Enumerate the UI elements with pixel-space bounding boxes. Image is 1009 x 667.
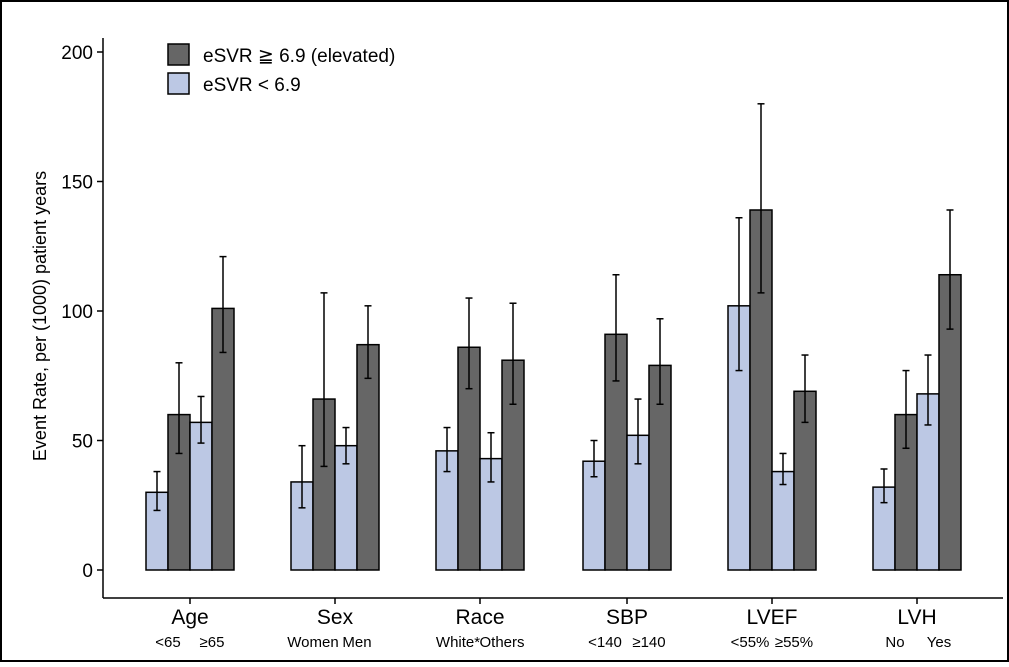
error-bar-esvr-elevated xyxy=(465,297,473,390)
error-bar-esvr-elevated xyxy=(801,354,809,424)
error-bar-esvr-elevated xyxy=(320,292,328,468)
legend-swatch xyxy=(167,72,190,95)
subgroup-label: ≥65 xyxy=(200,634,225,651)
error-bar-esvr-elevated xyxy=(757,103,765,294)
error-bar-esvr-elevated xyxy=(612,273,620,382)
error-bar-esvr-elevated xyxy=(364,305,372,380)
group-label: LVH xyxy=(897,606,936,629)
bar-esvr-low xyxy=(771,470,795,571)
y-axis-label: Event Rate, per (1000) patient years xyxy=(30,171,50,461)
error-bar-esvr-low xyxy=(779,452,787,486)
group-label: LVEF xyxy=(747,606,798,629)
bar-esvr-low xyxy=(189,421,213,571)
legend-item: eSVR < 6.9 xyxy=(167,72,301,96)
error-bar-esvr-low xyxy=(590,439,598,478)
error-bar-esvr-low xyxy=(634,398,642,465)
bar-esvr-low xyxy=(582,460,606,571)
subgroup-label: <55% xyxy=(731,634,770,651)
y-tick-label: 100 xyxy=(61,302,93,323)
y-tick-label: 200 xyxy=(61,43,93,64)
y-tick-label: 0 xyxy=(82,561,93,582)
subgroup-label: Men xyxy=(342,634,371,651)
subgroup-label: No xyxy=(885,634,904,651)
error-bar-esvr-elevated xyxy=(946,209,954,330)
y-tick-label: 50 xyxy=(72,432,93,453)
error-bar-esvr-low xyxy=(153,470,161,512)
subgroup-label: ≥140 xyxy=(632,634,665,651)
error-bar-esvr-elevated xyxy=(219,255,227,354)
group-label: Age xyxy=(171,606,208,629)
subgroup-label: <140 xyxy=(588,634,622,651)
error-bar-esvr-low xyxy=(880,468,888,504)
error-bar-esvr-low xyxy=(298,444,306,509)
error-bar-esvr-elevated xyxy=(509,302,517,405)
error-bar-esvr-elevated xyxy=(902,369,910,450)
subgroup-label: Yes xyxy=(927,634,951,651)
error-bar-esvr-elevated xyxy=(656,318,664,405)
legend-label: eSVR ≧ 6.9 (elevated) xyxy=(203,46,395,67)
error-bar-esvr-low xyxy=(197,395,205,444)
y-tick-label: 150 xyxy=(61,173,93,194)
group-label: SBP xyxy=(606,606,648,629)
subgroup-label: ≥55% xyxy=(775,634,813,651)
group-label: Sex xyxy=(317,606,354,629)
legend-label: eSVR < 6.9 xyxy=(203,75,301,96)
error-bar-esvr-elevated xyxy=(175,362,183,455)
error-bar-esvr-low xyxy=(735,217,743,372)
error-bar-esvr-low xyxy=(924,354,932,426)
error-bar-esvr-low xyxy=(487,431,495,483)
legend-swatch xyxy=(167,43,190,66)
group-label: Race xyxy=(455,606,504,629)
legend-item: eSVR ≧ 6.9 (elevated) xyxy=(167,43,395,67)
subgroup-label: Women xyxy=(287,634,338,651)
error-bar-esvr-low xyxy=(342,426,350,465)
subgroup-label: Others xyxy=(479,634,524,651)
subgroup-label: White* xyxy=(436,634,480,651)
subgroup-label: <65 xyxy=(155,634,180,651)
error-bar-esvr-low xyxy=(443,426,451,473)
